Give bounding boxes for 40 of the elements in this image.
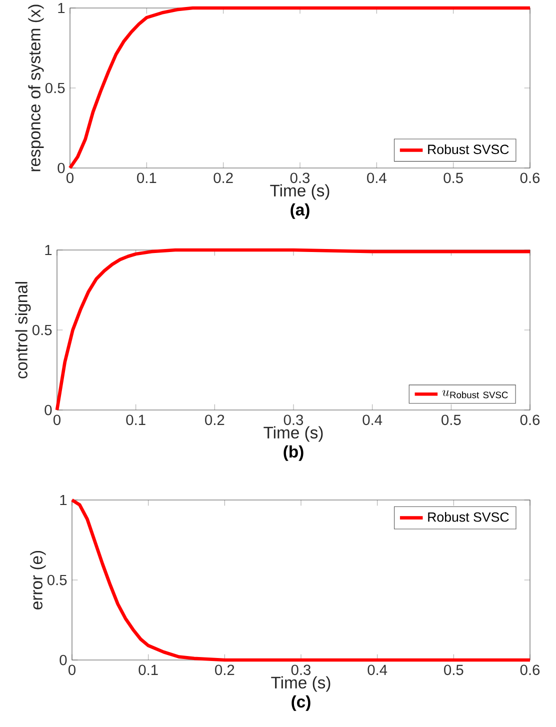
y-tick-label: 0.5 — [47, 574, 67, 586]
x-tick-label: 0.2 — [214, 172, 233, 184]
y-tick-label: 0.5 — [45, 82, 65, 94]
x-tick-label: 0.6 — [520, 172, 540, 184]
y-axis-title: control signal — [15, 282, 31, 378]
legend-label: Robust SVSC — [428, 512, 509, 522]
x-tick-label: 0.1 — [126, 414, 146, 426]
x-tick-label: 0.1 — [137, 172, 156, 184]
x-tick-label: 0.3 — [291, 664, 311, 676]
x-tick-label: 0.2 — [205, 414, 224, 426]
x-tick-label: 0.5 — [444, 664, 464, 676]
y-tick-label: 0 — [44, 404, 52, 416]
y-tick-label: 0 — [58, 162, 65, 174]
x-axis-title: Time (s) — [270, 184, 330, 200]
x-tick-label: 0 — [68, 664, 76, 676]
x-tick-label: 0.4 — [367, 172, 386, 184]
x-tick-label: 0.6 — [520, 664, 540, 676]
y-tick-label: 0.5 — [32, 324, 52, 336]
x-tick-label: 0.4 — [368, 664, 388, 676]
x-tick-label: 0.2 — [215, 664, 234, 676]
x-tick-label: 0.3 — [284, 414, 304, 426]
x-tick-label: 0.4 — [362, 414, 382, 426]
y-axis-title: responce of system (x) — [28, 4, 44, 172]
legend-label: Robust SVSC — [428, 144, 509, 154]
y-tick-label: 1 — [45, 244, 52, 256]
x-tick-label: 0.3 — [290, 172, 310, 184]
y-tick-label: 0 — [60, 654, 67, 666]
x-axis-title: Time (s) — [271, 676, 330, 692]
x-tick-label: 0.6 — [520, 414, 540, 426]
x-tick-label: 0.1 — [138, 664, 158, 676]
y-axis-title: error (e) — [30, 550, 46, 610]
y-tick-label: 1 — [58, 2, 65, 14]
legend-label: $u_{\mathrm{Robust\ SVSC}}$ — [442, 390, 508, 398]
x-tick-label: 0.5 — [442, 414, 461, 426]
text: (c) — [292, 695, 310, 711]
text: (b) — [284, 445, 304, 461]
text: (a) — [290, 203, 310, 219]
y-tick-label: 1 — [60, 494, 67, 506]
x-axis-title: Time (s) — [264, 426, 323, 442]
x-tick-label: 0.5 — [444, 172, 463, 184]
